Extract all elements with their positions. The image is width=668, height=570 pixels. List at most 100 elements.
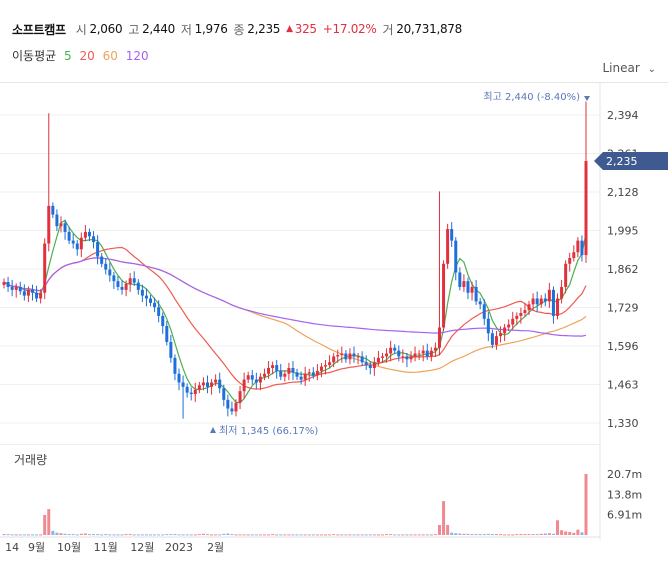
candle-body — [55, 214, 59, 227]
candle-body — [210, 382, 214, 387]
volume-bar — [205, 534, 209, 536]
volume-bar — [47, 509, 51, 535]
candle-body — [299, 376, 303, 380]
volume-bar — [315, 534, 319, 536]
volume-bar — [100, 534, 104, 536]
candle-body — [279, 370, 283, 377]
volume-bar — [336, 534, 340, 536]
volume-tick-label: 13.8m — [607, 488, 642, 501]
price-tick-label: 1,330 — [607, 417, 639, 430]
volume-bar — [287, 534, 291, 536]
price-tick-label: 2,394 — [607, 109, 639, 122]
volume-bar — [153, 534, 157, 536]
candle-body — [401, 356, 405, 358]
stock-name[interactable]: 소프트캠프 — [12, 22, 66, 37]
candle-body — [543, 298, 547, 302]
chart-top-divider — [0, 82, 668, 83]
candle-body — [173, 357, 177, 374]
scale-mode-label: Linear — [602, 61, 640, 75]
volume-bar — [295, 534, 299, 536]
low-marker-icon — [210, 427, 216, 433]
candle-body — [466, 281, 470, 293]
candle-body — [405, 356, 409, 360]
volume-bar — [303, 534, 307, 536]
candle-body — [165, 326, 169, 342]
chevron-down-icon: ⌄ — [647, 64, 656, 75]
candle-body — [413, 353, 417, 357]
candle-body — [108, 269, 112, 276]
candle-body — [92, 236, 96, 243]
candle-body — [551, 289, 555, 316]
volume-bar — [59, 533, 63, 535]
volume-bar — [344, 534, 348, 536]
candle-body — [336, 354, 340, 357]
candle-body — [442, 263, 446, 328]
price-tick-label: 1,862 — [607, 263, 639, 276]
candle-body — [511, 318, 515, 325]
volume-bar — [132, 534, 136, 536]
candle-body — [144, 295, 148, 299]
volume-bar — [584, 474, 588, 535]
candle-body — [507, 324, 511, 328]
volume-title: 거래량 — [14, 453, 48, 467]
candle-body — [499, 333, 503, 337]
volume-bar — [299, 534, 303, 536]
candle-body — [30, 289, 34, 293]
volume-bar — [494, 534, 498, 536]
candle-body — [149, 298, 153, 303]
volume-bar — [332, 534, 336, 536]
annotations: 2,235 최고 2,440 (-8.40%) 최저 1,345 (66.17%) — [210, 91, 668, 437]
low-value: 1,976 — [194, 22, 228, 36]
candle-body — [177, 373, 181, 383]
price-axis: 2,3942,2612,1281,9951,8621,7291,5961,463… — [599, 83, 639, 540]
volume-bar — [96, 534, 100, 536]
candle-body — [71, 240, 75, 244]
candle-body — [157, 307, 161, 316]
volume-bar — [490, 534, 494, 536]
volume-bar — [397, 534, 401, 536]
candle-body — [503, 327, 507, 334]
moving-average-legend[interactable]: 이동평균 5 20 60 120 — [12, 47, 153, 64]
volume-bar — [474, 534, 478, 536]
volume-bar — [71, 534, 75, 536]
volume-bar — [43, 514, 47, 535]
candle-body — [238, 391, 242, 403]
candle-body — [201, 382, 205, 386]
scale-mode-dropdown[interactable]: Linear ⌄ — [602, 61, 656, 75]
candle-body — [47, 205, 51, 244]
volume-bar — [92, 534, 96, 536]
volume-bar — [161, 534, 165, 536]
volume-bar — [580, 532, 584, 535]
candle-body — [161, 315, 165, 327]
volume-bar — [311, 534, 315, 536]
time-tick-label: 2월 — [207, 541, 224, 554]
volume-bar — [466, 533, 470, 535]
moving-average-lines — [3, 219, 587, 404]
volume-bar — [6, 534, 10, 536]
high-value: 2,440 — [142, 22, 175, 36]
ma-5-line — [3, 219, 587, 404]
volume-bar — [486, 533, 490, 535]
volume-bar — [539, 533, 543, 535]
volume-bar — [437, 524, 441, 535]
volume-bar — [140, 534, 144, 536]
candle-body — [376, 357, 380, 363]
volume-bar — [279, 534, 283, 536]
volume-bar — [75, 534, 79, 536]
volume-bar — [120, 534, 124, 536]
volume-bar — [104, 534, 108, 536]
volume-bars — [2, 474, 588, 536]
volume-bar — [87, 534, 91, 536]
candle-body — [385, 353, 389, 357]
volume-bar — [193, 534, 197, 536]
volume-bar — [173, 534, 177, 536]
candle-body — [328, 362, 332, 366]
candle-body — [63, 223, 67, 232]
candle-body — [87, 231, 91, 237]
candle-body — [75, 243, 79, 250]
volume-bar — [376, 534, 380, 536]
candle-body — [368, 365, 372, 368]
candle-body — [79, 237, 83, 250]
volume-bar — [556, 520, 560, 535]
